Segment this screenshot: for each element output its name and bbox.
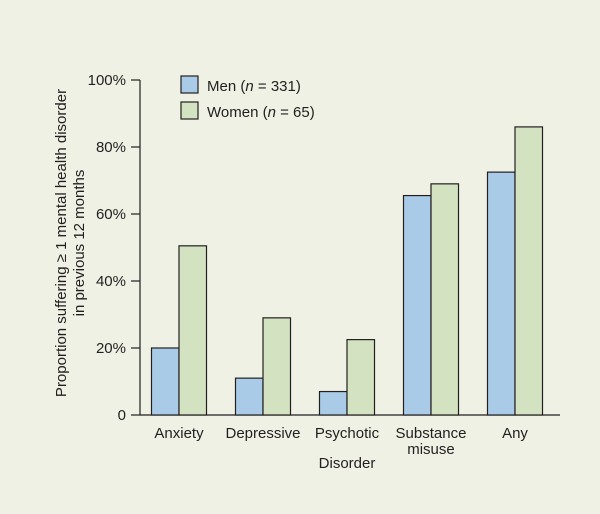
legend-swatch-men xyxy=(180,75,199,94)
y-tick-label: 60% xyxy=(96,206,126,223)
legend-label-women: Women (n = 65) xyxy=(207,104,315,121)
bar-women xyxy=(514,126,544,416)
legend-label-men: Men (n = 331) xyxy=(207,78,301,95)
x-tick-label: Psychotic xyxy=(315,425,380,442)
bars-group xyxy=(150,126,544,416)
y-axis-title-line1: Proportion suffering ≥ 1 mental health d… xyxy=(53,89,70,397)
y-tick-label: 20% xyxy=(96,340,126,357)
y-axis-title: Proportion suffering ≥ 1 mental health d… xyxy=(53,89,88,397)
legend-women-n: n xyxy=(268,104,276,121)
y-tick-label: 80% xyxy=(96,139,126,156)
y-axis-ticks: 0 20% 40% 60% 80% 100% xyxy=(88,72,140,424)
legend-men-n: n xyxy=(245,78,253,95)
bar-women xyxy=(178,245,208,416)
legend-swatch-women xyxy=(180,101,199,120)
y-tick-label: 40% xyxy=(96,273,126,290)
bar-men xyxy=(150,347,180,416)
legend-men-close-paren: ) xyxy=(296,78,301,95)
legend-men-equals: = xyxy=(254,78,271,95)
legend-women-equals: = xyxy=(276,104,293,121)
x-tick-label: Substance xyxy=(396,425,467,442)
x-axis-title: Disorder xyxy=(319,455,376,472)
legend-men-open-paren: ( xyxy=(236,78,245,95)
legend: Men (n = 331) Women (n = 65) xyxy=(180,75,315,121)
legend-men-name: Men xyxy=(207,78,236,95)
bar-men xyxy=(486,171,516,416)
bar-men xyxy=(234,377,264,416)
x-tick-label: misuse xyxy=(407,441,455,458)
bar-women xyxy=(262,317,292,416)
y-axis-title-line2: in previous 12 months xyxy=(71,170,88,317)
x-tick-label: Any xyxy=(502,425,528,442)
y-tick-label: 0 xyxy=(118,407,126,424)
x-axis-ticks: Anxiety Depressive Psychotic Substancemisus… xyxy=(154,425,528,458)
bar-men xyxy=(402,194,432,416)
y-tick-label: 100% xyxy=(88,72,126,89)
legend-women-n-value: 65 xyxy=(293,104,310,121)
bar-women xyxy=(346,339,376,416)
bar-women xyxy=(430,183,460,416)
bar-men xyxy=(318,390,348,416)
x-tick-label: Anxiety xyxy=(154,425,204,442)
legend-women-close-paren: ) xyxy=(310,104,315,121)
legend-men-n-value: 331 xyxy=(271,78,296,95)
legend-women-open-paren: ( xyxy=(258,104,267,121)
legend-women-name: Women xyxy=(207,104,258,121)
x-tick-label: Depressive xyxy=(225,425,300,442)
